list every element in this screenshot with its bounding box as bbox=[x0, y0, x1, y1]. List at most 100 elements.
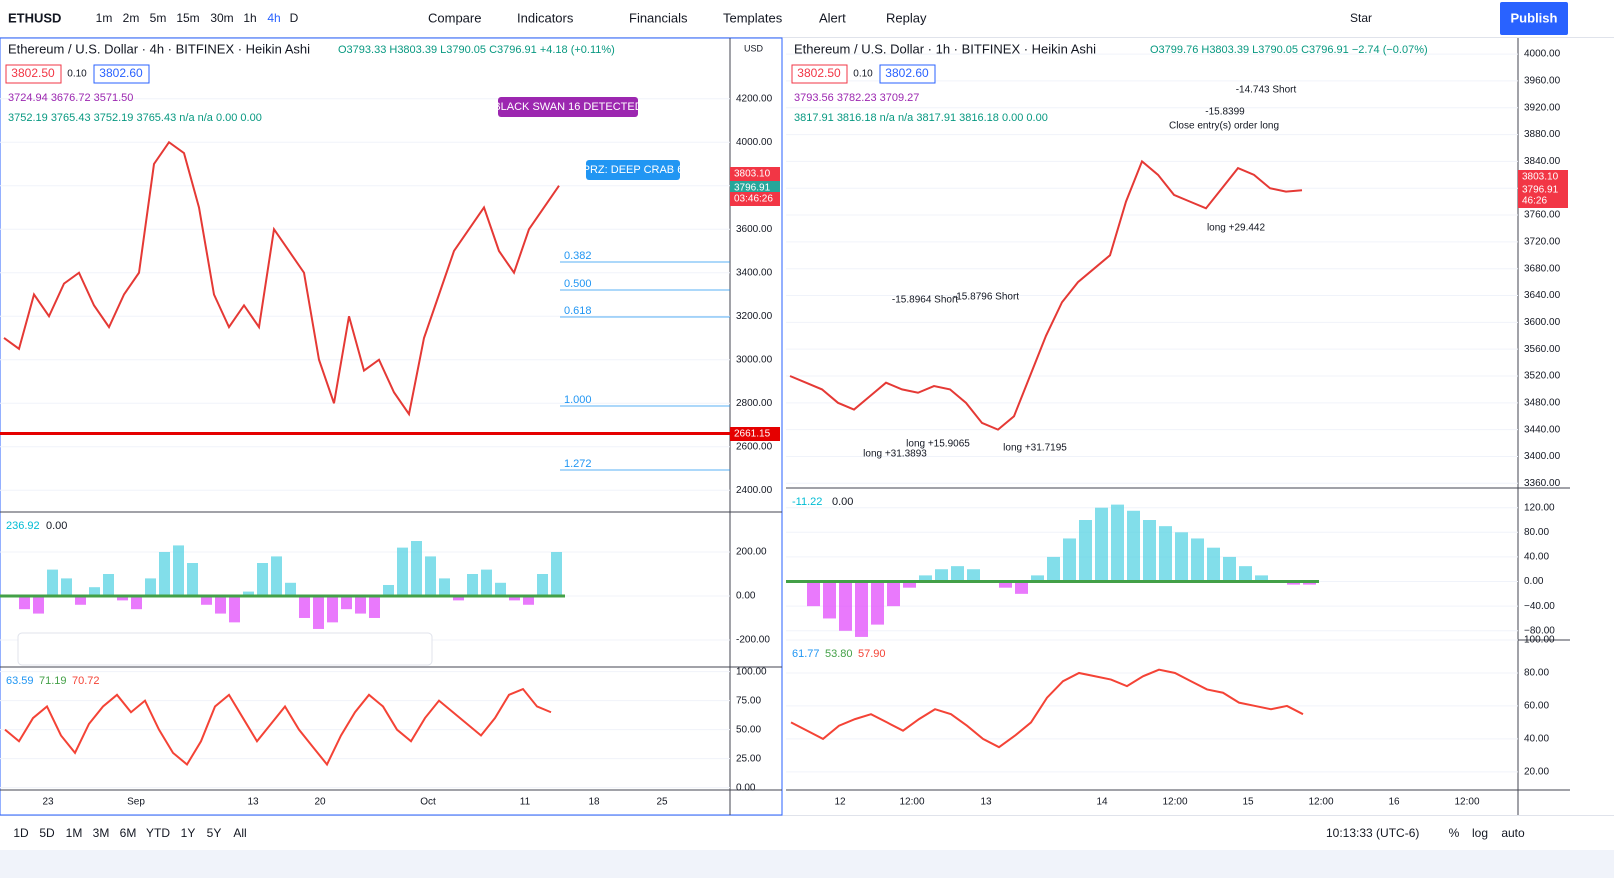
star-button[interactable]: Star bbox=[1350, 11, 1372, 25]
y-tick-label: -200.00 bbox=[736, 635, 770, 646]
footer-strip bbox=[0, 850, 1614, 878]
histogram-bar bbox=[1127, 510, 1140, 582]
x-tick-label: 12 bbox=[834, 797, 846, 808]
indicator-values: 3817.91 3816.18 n/a n/a 3817.91 3816.18 … bbox=[794, 112, 1048, 124]
top-toolbar bbox=[0, 0, 1614, 38]
y-tick-label: 2600.00 bbox=[736, 441, 773, 452]
range-button[interactable]: 5D bbox=[39, 826, 55, 840]
range-button[interactable]: 3M bbox=[93, 826, 110, 840]
range-button[interactable]: 1M bbox=[66, 826, 83, 840]
histogram-bar bbox=[1063, 538, 1076, 582]
toolbar-button[interactable]: Alert bbox=[819, 10, 846, 25]
histogram-bar bbox=[1255, 575, 1268, 582]
interval-button[interactable]: 5m bbox=[150, 11, 167, 25]
histogram-bar bbox=[425, 556, 436, 596]
fib-level: 0.382 bbox=[564, 250, 592, 262]
y-tick-label: 0.00 bbox=[736, 591, 756, 602]
interval-button[interactable]: 1h bbox=[243, 11, 256, 25]
y-tick-label: 3840.00 bbox=[1524, 156, 1561, 167]
y-tick-label: 20.00 bbox=[1524, 767, 1549, 778]
indicator-values: 3793.56 3782.23 3709.27 bbox=[794, 92, 919, 104]
interval-button[interactable]: 4h bbox=[267, 11, 280, 25]
symbol[interactable]: ETHUSD bbox=[8, 10, 61, 25]
histogram-bar bbox=[919, 575, 932, 582]
interval-button[interactable]: 2m bbox=[123, 11, 140, 25]
histogram-bar bbox=[201, 595, 212, 605]
y-tick-label: 4000.00 bbox=[736, 137, 773, 148]
histogram-bar bbox=[935, 569, 948, 582]
x-tick-label: 14 bbox=[1096, 797, 1108, 808]
y-tick-label: 3720.00 bbox=[1524, 237, 1561, 248]
histogram-bar bbox=[159, 552, 170, 596]
ask[interactable]: 3802.60 bbox=[99, 66, 143, 80]
price-label: 2661.15 bbox=[734, 429, 771, 440]
histogram-bar bbox=[439, 578, 450, 596]
histogram-bar bbox=[1015, 581, 1028, 594]
price-label-box bbox=[1518, 170, 1568, 184]
toolbar-button[interactable]: Indicators bbox=[517, 10, 574, 25]
histogram-bar bbox=[839, 581, 852, 631]
currency: USD bbox=[744, 43, 764, 53]
toolbar-button[interactable]: Compare bbox=[428, 10, 481, 25]
histogram-bar bbox=[187, 563, 198, 596]
toolbar-button[interactable]: Financials bbox=[629, 10, 688, 25]
histogram-bar bbox=[75, 595, 86, 605]
publish-label[interactable]: Publish bbox=[1511, 10, 1558, 25]
toolbar-button[interactable]: Replay bbox=[886, 10, 927, 25]
y-tick-label: 3560.00 bbox=[1524, 344, 1561, 355]
annotation: PRZ: DEEP CRAB 6 bbox=[583, 164, 684, 176]
histogram-bar bbox=[951, 566, 964, 582]
annotation: long +29.442 bbox=[1207, 223, 1266, 234]
x-tick-label: Oct bbox=[420, 797, 436, 808]
stochastic-line bbox=[4, 687, 552, 767]
range-button[interactable]: 6M bbox=[120, 826, 137, 840]
ask[interactable]: 3802.60 bbox=[885, 66, 929, 80]
bid[interactable]: 3802.50 bbox=[11, 66, 55, 80]
oscillator-legend: 236.92 bbox=[6, 520, 40, 532]
scale-option[interactable]: log bbox=[1472, 826, 1488, 840]
histogram-bar bbox=[117, 595, 128, 601]
range-button[interactable]: 1Y bbox=[181, 826, 196, 840]
bid[interactable]: 3802.50 bbox=[797, 66, 841, 80]
x-tick-label: 13 bbox=[247, 797, 259, 808]
bid-box bbox=[791, 64, 848, 84]
y-tick-label: 40.00 bbox=[1524, 552, 1549, 563]
histogram-bar bbox=[397, 547, 408, 596]
range-button[interactable]: All bbox=[233, 826, 246, 840]
toolbar-button[interactable]: Templates bbox=[723, 10, 783, 25]
histogram-bar bbox=[523, 595, 534, 605]
x-tick-label: 12:00 bbox=[1162, 797, 1187, 808]
stochastic-legend: 53.80 bbox=[825, 648, 853, 660]
y-tick-label: 80.00 bbox=[1524, 527, 1549, 538]
y-tick-label: 80.00 bbox=[1524, 668, 1549, 679]
x-tick-label: 12:00 bbox=[1454, 797, 1479, 808]
y-tick-label: 3520.00 bbox=[1524, 371, 1561, 382]
histogram-bar bbox=[1191, 538, 1204, 582]
oscillator-legend: -11.22 bbox=[792, 496, 822, 508]
interval-button[interactable]: D bbox=[290, 11, 299, 25]
x-tick-label: 23 bbox=[42, 797, 54, 808]
range-button[interactable]: 5Y bbox=[207, 826, 222, 840]
histogram-bar bbox=[509, 595, 520, 601]
interval-button[interactable]: 1m bbox=[96, 11, 113, 25]
interval-button[interactable]: 30m bbox=[210, 11, 233, 25]
indicator-values: 3724.94 3676.72 3571.50 bbox=[8, 92, 133, 104]
histogram-bar bbox=[285, 582, 296, 596]
histogram-bar bbox=[229, 595, 240, 623]
range-button[interactable]: YTD bbox=[146, 826, 170, 840]
interval-button[interactable]: 15m bbox=[176, 11, 199, 25]
x-tick-label: 18 bbox=[588, 797, 600, 808]
fib-level: 0.500 bbox=[564, 278, 592, 290]
scale-option[interactable]: auto bbox=[1501, 826, 1525, 840]
histogram-bar bbox=[33, 595, 44, 614]
x-tick-label: 15 bbox=[1242, 797, 1254, 808]
histogram-bar bbox=[173, 545, 184, 596]
oscillator-legend: 0.00 bbox=[832, 496, 853, 508]
y-tick-label: 3760.00 bbox=[1524, 210, 1561, 221]
range-button[interactable]: 1D bbox=[13, 826, 29, 840]
y-tick-label: 0.00 bbox=[736, 782, 756, 793]
publish-button[interactable] bbox=[1500, 2, 1568, 35]
scale-option[interactable]: % bbox=[1449, 826, 1460, 840]
histogram-bar bbox=[19, 595, 30, 610]
histogram-bar bbox=[967, 569, 980, 582]
